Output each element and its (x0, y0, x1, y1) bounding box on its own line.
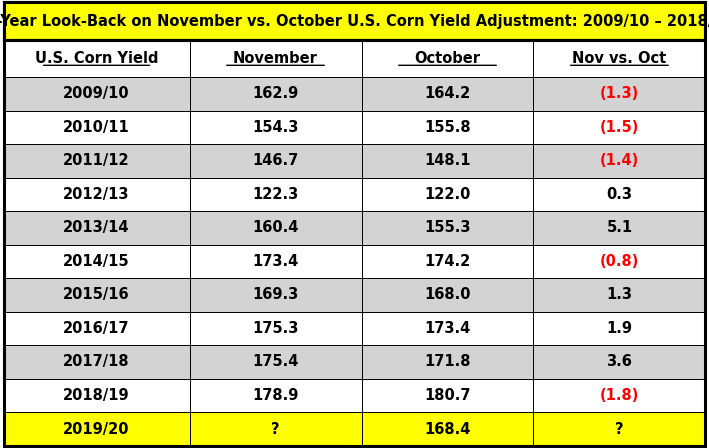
Text: 2018/19: 2018/19 (63, 388, 130, 403)
Bar (533, 278, 705, 312)
Bar (533, 345, 705, 379)
Bar (533, 211, 705, 245)
Bar (189, 412, 362, 446)
Text: 180.7: 180.7 (424, 388, 471, 403)
Text: 2011/12: 2011/12 (63, 153, 130, 168)
Text: 178.9: 178.9 (252, 388, 298, 403)
Text: 162.9: 162.9 (252, 86, 298, 101)
Bar (189, 211, 362, 245)
Text: 3.6: 3.6 (606, 354, 632, 370)
Bar (189, 245, 362, 278)
Bar (4, 77, 189, 111)
Bar (189, 111, 362, 144)
Text: 175.3: 175.3 (252, 321, 298, 336)
Bar (533, 379, 705, 412)
Text: (0.8): (0.8) (600, 254, 639, 269)
Text: 2019/20: 2019/20 (63, 422, 130, 436)
Bar (4, 2, 705, 40)
Bar (189, 77, 362, 111)
Text: 122.0: 122.0 (424, 187, 471, 202)
Bar (4, 245, 189, 278)
Bar (189, 144, 362, 177)
Bar (4, 2, 705, 40)
Text: 2017/18: 2017/18 (63, 354, 130, 370)
Text: 10-Year Look-Back on November vs. October U.S. Corn Yield Adjustment: 2009/10 – : 10-Year Look-Back on November vs. Octobe… (0, 14, 709, 29)
Bar (4, 345, 189, 379)
Bar (362, 77, 533, 111)
Text: 174.2: 174.2 (425, 254, 471, 269)
Bar (533, 111, 705, 144)
Text: 171.8: 171.8 (424, 354, 471, 370)
Bar (4, 412, 189, 446)
Text: (1.8): (1.8) (600, 388, 639, 403)
Bar (4, 379, 189, 412)
Bar (533, 40, 705, 77)
Text: ?: ? (272, 422, 280, 436)
Bar (4, 177, 189, 211)
Bar (362, 245, 533, 278)
Bar (362, 345, 533, 379)
Bar (4, 312, 189, 345)
Bar (189, 345, 362, 379)
Text: 146.7: 146.7 (252, 153, 298, 168)
Text: 173.4: 173.4 (425, 321, 471, 336)
Text: 154.3: 154.3 (252, 120, 298, 135)
Bar (533, 144, 705, 177)
Text: 5.1: 5.1 (606, 220, 632, 235)
Bar (4, 144, 189, 177)
Text: (1.4): (1.4) (600, 153, 639, 168)
Text: Nov vs. Oct: Nov vs. Oct (572, 51, 666, 66)
Bar (362, 40, 533, 77)
Text: November: November (233, 51, 318, 66)
Bar (189, 278, 362, 312)
Bar (533, 245, 705, 278)
Text: (1.3): (1.3) (600, 86, 639, 101)
Text: 2014/15: 2014/15 (63, 254, 130, 269)
Text: 2009/10: 2009/10 (63, 86, 130, 101)
Text: 164.2: 164.2 (425, 86, 471, 101)
Text: (1.5): (1.5) (600, 120, 639, 135)
Text: 169.3: 169.3 (252, 288, 298, 302)
Text: 168.0: 168.0 (424, 288, 471, 302)
Bar (533, 177, 705, 211)
Text: 2010/11: 2010/11 (63, 120, 130, 135)
Text: 155.3: 155.3 (424, 220, 471, 235)
Bar (533, 412, 705, 446)
Bar (533, 312, 705, 345)
Bar (4, 278, 189, 312)
Bar (362, 379, 533, 412)
Bar (189, 177, 362, 211)
Text: 168.4: 168.4 (424, 422, 471, 436)
Text: ?: ? (615, 422, 624, 436)
Text: 2013/14: 2013/14 (63, 220, 130, 235)
Text: 173.4: 173.4 (252, 254, 298, 269)
Text: 0.3: 0.3 (606, 187, 632, 202)
Bar (189, 312, 362, 345)
Text: 1.9: 1.9 (606, 321, 632, 336)
Bar (4, 40, 189, 77)
Text: 175.4: 175.4 (252, 354, 298, 370)
Bar (362, 144, 533, 177)
Bar (362, 278, 533, 312)
Bar (189, 40, 362, 77)
Bar (362, 211, 533, 245)
Text: 2015/16: 2015/16 (63, 288, 130, 302)
Bar (4, 111, 189, 144)
Bar (362, 177, 533, 211)
Bar (362, 111, 533, 144)
Bar (533, 77, 705, 111)
Text: 160.4: 160.4 (252, 220, 298, 235)
Text: October: October (415, 51, 481, 66)
Text: U.S. Corn Yield: U.S. Corn Yield (35, 51, 158, 66)
Text: 155.8: 155.8 (424, 120, 471, 135)
Bar (189, 379, 362, 412)
Text: 2016/17: 2016/17 (63, 321, 130, 336)
Bar (362, 412, 533, 446)
Text: 2012/13: 2012/13 (63, 187, 130, 202)
Text: 148.1: 148.1 (424, 153, 471, 168)
Bar (362, 312, 533, 345)
Text: 122.3: 122.3 (252, 187, 298, 202)
Text: 1.3: 1.3 (606, 288, 632, 302)
Bar (4, 211, 189, 245)
